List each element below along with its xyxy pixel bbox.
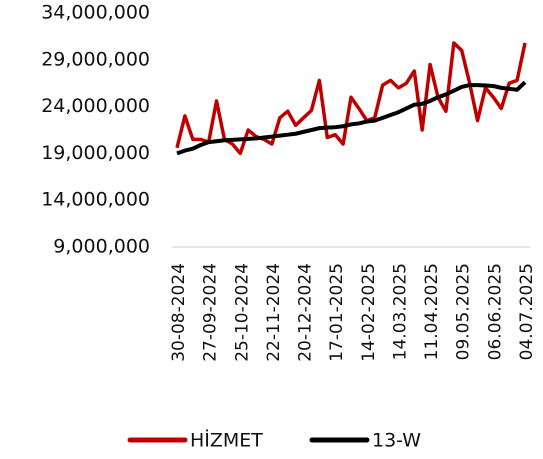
x-tick-label: 27-09-2024	[201, 263, 221, 362]
y-tick-label: 24,000,000	[41, 95, 150, 117]
series-line	[175, 41, 527, 156]
x-tick-label: 22-11-2024	[264, 263, 284, 362]
legend-label: 13-W	[372, 430, 421, 452]
x-tick-label: 30-08-2024	[169, 263, 189, 362]
x-tick-label: 14.03.2025	[390, 263, 410, 360]
y-tick-label: 9,000,000	[53, 236, 150, 258]
legend-label: HİZMET	[190, 429, 263, 452]
x-tick-label: 25-10-2024	[232, 263, 252, 362]
y-tick-label: 34,000,000	[41, 2, 150, 24]
x-tick-label: 17-01-2025	[327, 263, 347, 362]
x-tick-label: 14-02-2025	[359, 263, 379, 362]
x-tick-label: 04.07.2025	[517, 263, 537, 360]
y-tick-label: 14,000,000	[41, 189, 150, 211]
y-tick-label: 29,000,000	[41, 48, 150, 70]
x-tick-label: 09.05.2025	[454, 263, 474, 360]
x-tick-label: 06.06.2025	[485, 263, 505, 360]
x-tick-label: 11.04.2025	[422, 263, 442, 360]
series-line	[176, 80, 527, 156]
y-tick-label: 19,000,000	[41, 142, 150, 164]
x-tick-label: 20-12-2024	[296, 263, 316, 362]
